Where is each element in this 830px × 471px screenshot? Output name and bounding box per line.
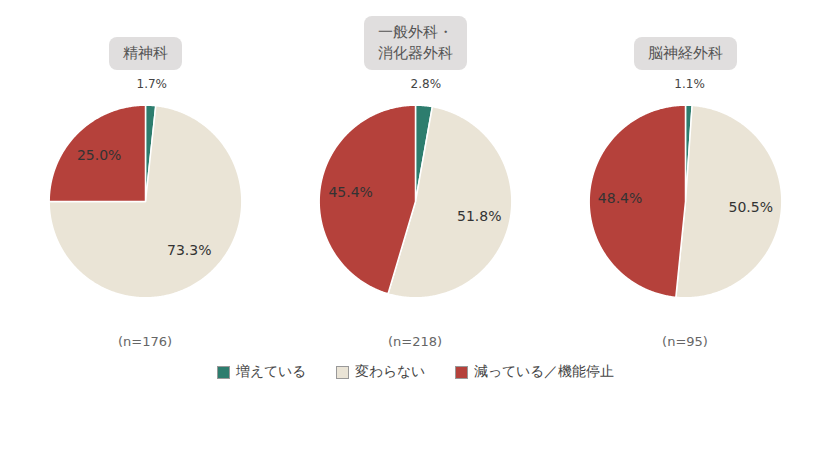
html-text:精神科: 精神科: [122, 44, 168, 62]
html-text:減っている／機能停止: 減っている／機能停止: [473, 363, 614, 379]
svg-text:48.4%: 48.4%: [598, 190, 642, 206]
svg-text:45.4%: 45.4%: [328, 184, 372, 200]
svg-text:73.3%: 73.3%: [167, 242, 211, 258]
html-text:脳神経外科: 脳神経外科: [647, 44, 723, 62]
html-text:増えている: 増えている: [235, 363, 306, 379]
svg-text:2.8%: 2.8%: [411, 77, 442, 91]
html-text:(n=176): (n=176): [118, 334, 172, 349]
html-text:(n=95): (n=95): [662, 334, 708, 349]
html-text:変わらない: 変わらない: [354, 363, 425, 379]
html-text:(n=218): (n=218): [388, 334, 442, 349]
html-text:一般外科・ 消化器外科: 一般外科・ 消化器外科: [377, 23, 453, 62]
svg-text:50.5%: 50.5%: [729, 199, 773, 215]
svg-text:25.0%: 25.0%: [77, 147, 121, 163]
svg-text:1.1%: 1.1%: [674, 77, 705, 91]
svg-text:1.7%: 1.7%: [137, 77, 168, 91]
svg-text:51.8%: 51.8%: [457, 208, 501, 224]
